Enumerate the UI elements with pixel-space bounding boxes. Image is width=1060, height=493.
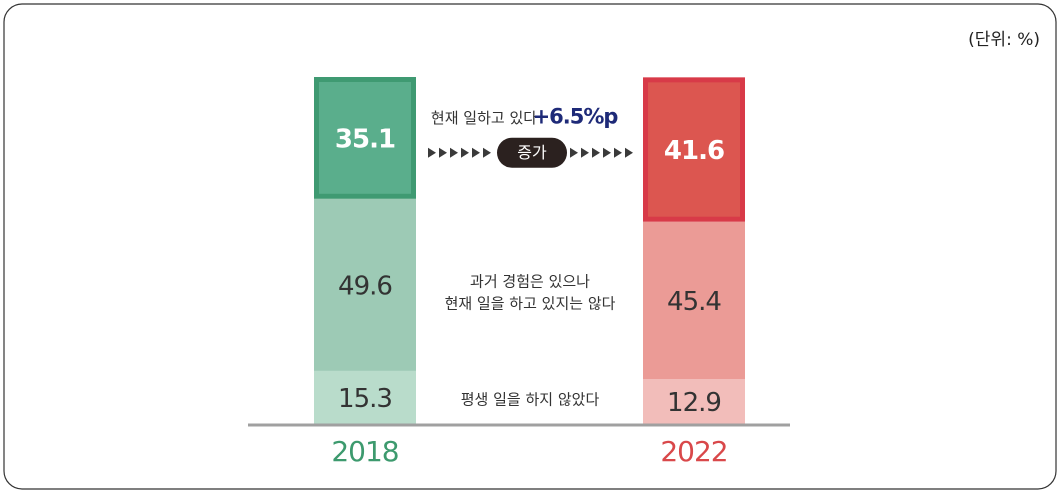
- bar-segment: [643, 379, 745, 424]
- series-label: 평생 일을 하지 않았다: [461, 390, 600, 408]
- arrow: [614, 147, 622, 158]
- frame: [3, 3, 1057, 490]
- bar-segment: [314, 370, 416, 424]
- arrow: [625, 147, 633, 158]
- value-label: 41.6: [664, 136, 724, 166]
- change-label: +6.5%p: [533, 105, 619, 129]
- arrow: [439, 147, 447, 158]
- arrow: [428, 147, 436, 158]
- arrow: [450, 147, 458, 158]
- pill: [497, 137, 567, 168]
- unit-label: (단위: %): [968, 30, 1040, 50]
- bar-segment: [314, 198, 416, 371]
- series-label-line: 평생 일을 하지 않았다: [461, 390, 600, 408]
- value-label: 45.4: [667, 287, 721, 317]
- arrow: [483, 147, 491, 158]
- value-label: 15.3: [338, 384, 392, 414]
- arrow: [592, 147, 600, 158]
- series-label-line: 과거 경험은 있으나: [470, 272, 590, 290]
- arrow: [570, 147, 578, 158]
- value-label: 12.9: [667, 388, 721, 418]
- value-label: 35.1: [335, 124, 395, 154]
- x-tick-label: 2022: [660, 435, 727, 468]
- bar-segment: [314, 77, 416, 199]
- arrow: [581, 147, 589, 158]
- arrow: [461, 147, 469, 158]
- pill-label: 증가: [517, 143, 547, 162]
- x-tick-label: 2018: [331, 435, 398, 468]
- value-label: 49.6: [338, 271, 392, 301]
- series-label-line: 현재 일을 하고 있지는 않다: [445, 294, 616, 312]
- bar-segment: [643, 221, 745, 380]
- series-label: 현재 일하고 있다: [431, 109, 537, 127]
- bar-segment: [643, 77, 745, 222]
- arrow: [472, 147, 480, 158]
- arrow: [603, 147, 611, 158]
